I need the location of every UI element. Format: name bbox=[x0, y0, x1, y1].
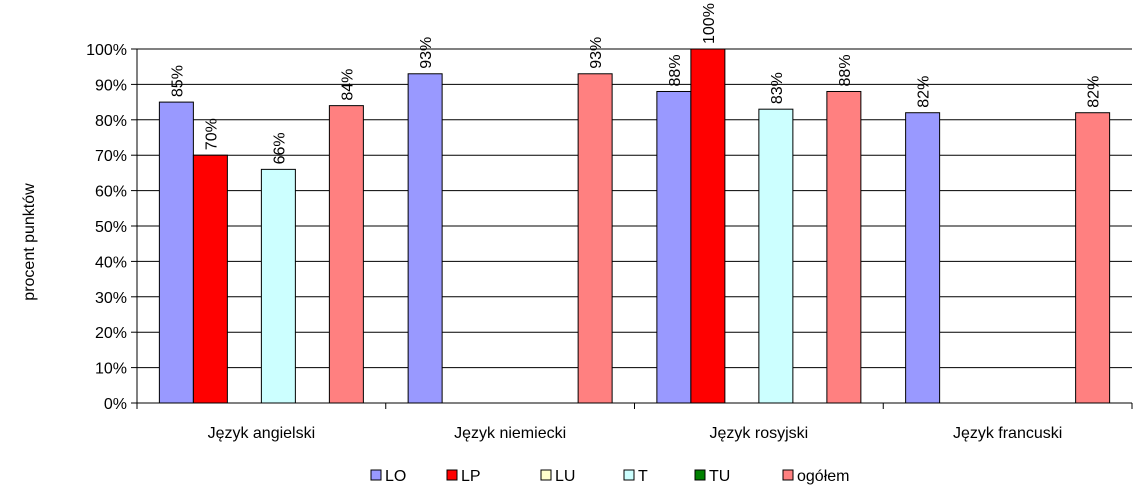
y-tick-label: 80% bbox=[95, 113, 127, 130]
legend-label: T bbox=[638, 468, 648, 485]
axes: 0% 10% 20% 30% 40% 50% 60% 70% 80% 90% 100% Język a… bbox=[86, 42, 1133, 442]
y-tick-label: 30% bbox=[95, 290, 127, 307]
data-label: 66% bbox=[271, 132, 288, 164]
bar-LP bbox=[690, 48, 726, 404]
legend-swatch bbox=[370, 469, 382, 481]
y-tick-label: 60% bbox=[95, 184, 127, 201]
legend-label: LO bbox=[385, 468, 406, 485]
bar-LO bbox=[905, 112, 941, 404]
y-axis-title: procent punktów bbox=[21, 183, 38, 301]
y-tick-label: 50% bbox=[95, 219, 127, 236]
y-tick-label: 90% bbox=[95, 77, 127, 94]
legend-label: LU bbox=[555, 468, 575, 485]
legend-swatch bbox=[540, 469, 552, 481]
bar-T bbox=[260, 168, 296, 404]
y-tick-label: 100% bbox=[86, 42, 127, 59]
y-tick-label: 70% bbox=[95, 148, 127, 165]
data-label: 82% bbox=[916, 76, 933, 108]
legend-label: LP bbox=[461, 468, 481, 485]
data-label: 88% bbox=[667, 54, 684, 86]
data-label: 100% bbox=[701, 3, 718, 44]
x-tick-label: Język rosyjski bbox=[710, 425, 809, 442]
legend-swatch bbox=[623, 469, 635, 481]
y-tick-label: 40% bbox=[95, 254, 127, 271]
data-label: 93% bbox=[588, 37, 605, 69]
data-label: 83% bbox=[769, 72, 786, 104]
bar-ogółem bbox=[826, 90, 862, 404]
data-label: 93% bbox=[418, 37, 435, 69]
bar-ogółem bbox=[328, 105, 364, 404]
bar-LO bbox=[407, 73, 443, 404]
bar-LO bbox=[656, 90, 692, 404]
data-label: 85% bbox=[169, 65, 186, 97]
bar-T bbox=[758, 108, 794, 404]
legend-label: ogółem bbox=[797, 468, 849, 485]
legend-label: TU bbox=[709, 468, 730, 485]
gridlines bbox=[137, 48, 1132, 369]
bar-LP bbox=[192, 154, 228, 404]
data-label: 88% bbox=[837, 54, 854, 86]
x-tick-label: Język niemiecki bbox=[454, 425, 566, 442]
y-tick-label: 20% bbox=[95, 325, 127, 342]
data-label: 82% bbox=[1086, 76, 1103, 108]
bar-ogółem bbox=[1075, 112, 1111, 404]
legend: LO LP LU T TU ogółem bbox=[370, 468, 849, 485]
bar-LO bbox=[158, 101, 194, 404]
y-tick-label: 10% bbox=[95, 361, 127, 378]
x-tick-label: Język angielski bbox=[208, 425, 316, 442]
legend-swatch bbox=[446, 469, 458, 481]
legend-swatch bbox=[694, 469, 706, 481]
data-label: 70% bbox=[203, 118, 220, 150]
data-label: 84% bbox=[339, 69, 356, 101]
y-tick-label: 0% bbox=[104, 396, 127, 413]
data-labels: 85% 70% 66% 84% 93% 93% 88% 100% 83% 88% 82% 82% bbox=[169, 3, 1102, 164]
legend-swatch bbox=[782, 469, 794, 481]
bar-ogółem bbox=[577, 73, 613, 404]
x-tick-label: Język francuski bbox=[953, 425, 1062, 442]
